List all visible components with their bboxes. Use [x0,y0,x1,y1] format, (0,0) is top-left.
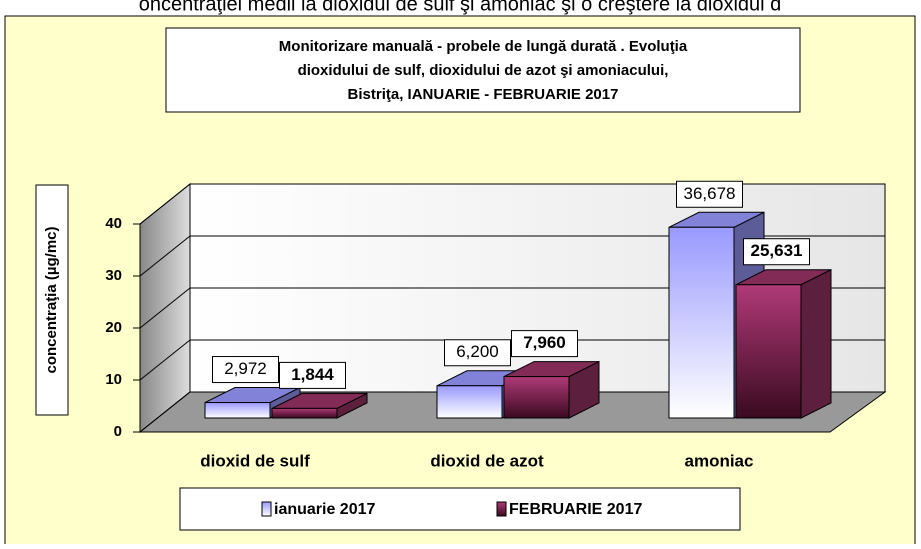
data-label: 25,631 [751,241,803,260]
data-label-box [279,361,346,389]
legend-swatch [261,501,272,517]
data-label-box [444,339,511,367]
chart-title: Bistriţa, IANUARIE - FEBRUARIE 2017 [348,86,619,103]
data-label-box [676,180,743,208]
y-tick-label: 10 [105,371,122,388]
legend-label: FEBRUARIE 2017 [509,501,642,518]
bar [735,284,802,419]
y-tick-label: 30 [105,267,122,284]
chart-title: dioxidului de sulf, dioxidului de azot ş… [298,62,669,79]
data-label: 2,972 [224,359,267,378]
grid-line [139,235,191,277]
y-tick-label: 0 [114,423,122,440]
data-label: 7,960 [523,333,566,352]
bar [271,407,338,419]
data-label: 6,200 [456,342,499,361]
data-label: 1,844 [291,365,334,384]
bar-side [800,268,832,419]
grid-line [139,391,191,433]
page-caption: oncentraţiei medii la dioxidul de sulf ş… [139,0,782,15]
legend-swatch [496,501,507,517]
data-label-box [212,356,279,384]
data-label-box [743,238,810,266]
y-tick-label: 20 [105,319,122,336]
y-tick-label: 40 [105,215,122,232]
y-axis-label: concentraţia (µg/mc) [43,226,60,373]
title-box [165,27,801,113]
legend-box [179,487,741,531]
legend-label: ianuarie 2017 [274,501,376,518]
grid-line [139,287,191,329]
bar [204,402,271,419]
bar [503,376,570,419]
bar [436,385,503,419]
chart-title: Monitorizare manuală - probele de lungă … [279,38,688,55]
x-tick-label: dioxid de azot [430,451,544,470]
bar [668,226,735,419]
data-label-box [511,330,578,358]
grid-line [139,339,191,381]
y-label-box [35,184,69,416]
data-label: 36,678 [684,184,736,203]
grid-line [139,183,191,225]
x-tick-label: amoniac [685,451,754,470]
x-tick-label: dioxid de sulf [200,451,310,470]
